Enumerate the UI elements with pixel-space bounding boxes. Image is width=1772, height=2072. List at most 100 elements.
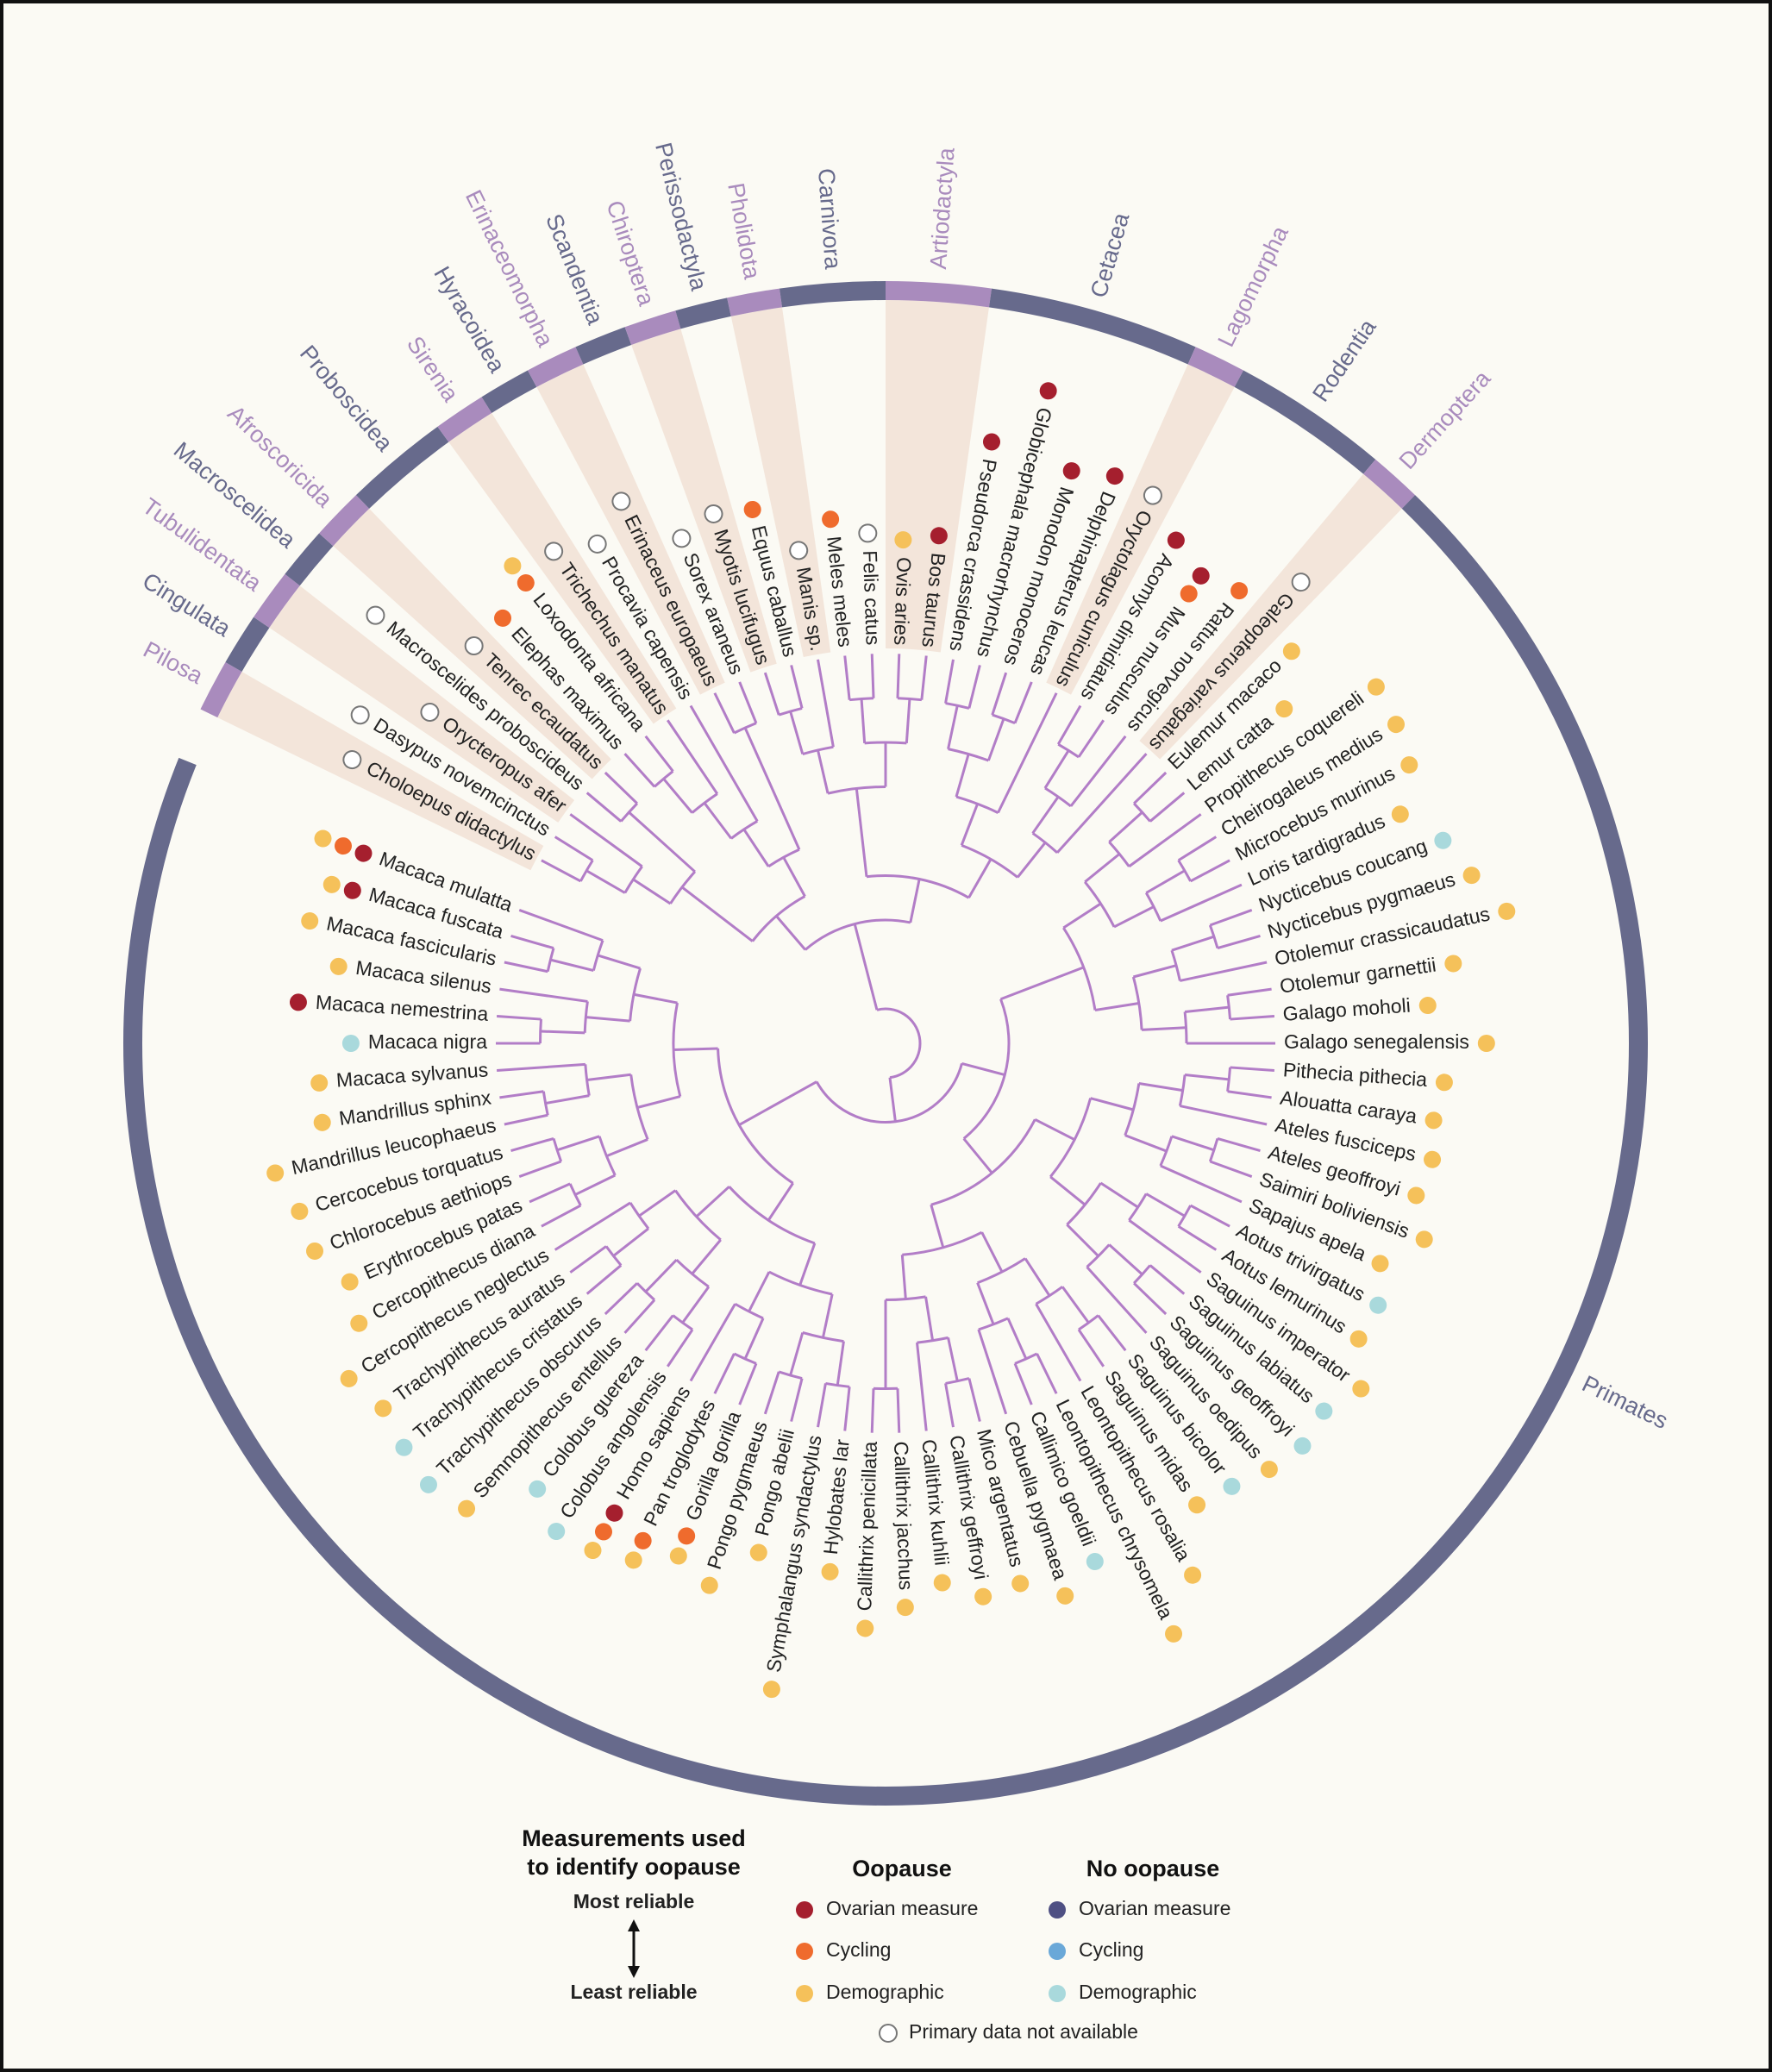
evidence-dot <box>594 1523 612 1541</box>
legend-label: Primary data not available <box>909 2020 1138 2043</box>
evidence-dot <box>322 875 341 893</box>
evidence-dot <box>1349 1330 1368 1348</box>
branch <box>782 856 806 898</box>
branch <box>673 1047 718 1052</box>
evidence-dot <box>529 1480 547 1498</box>
branch <box>586 1073 631 1082</box>
evidence-dot <box>306 1242 324 1260</box>
evidence-dot <box>1315 1402 1333 1420</box>
branch-arc <box>1124 1083 1141 1136</box>
branch <box>1230 1066 1275 1073</box>
branch <box>691 1238 722 1275</box>
branch-arc <box>897 697 923 702</box>
evidence-dot <box>1498 902 1516 920</box>
branch-arc <box>1226 995 1232 1020</box>
order-ring <box>481 370 537 414</box>
branch-arc <box>629 1074 649 1141</box>
order-ring <box>779 281 886 308</box>
branch-arc <box>848 697 874 702</box>
branch <box>1160 883 1243 923</box>
branch-arc <box>1183 1011 1188 1044</box>
evidence-dot <box>669 1547 687 1565</box>
branch-arc <box>1057 742 1080 759</box>
branch-arc <box>767 848 800 868</box>
branch <box>681 1286 711 1324</box>
evidence-dot <box>1260 1461 1278 1479</box>
order-ring <box>285 533 334 586</box>
branch <box>860 698 867 743</box>
branch <box>510 934 554 950</box>
evidence-dot <box>548 1523 566 1541</box>
order-ring <box>254 573 300 629</box>
branch <box>1133 771 1168 804</box>
branch <box>738 681 758 724</box>
legend-title: Oopause <box>852 1856 952 1881</box>
branch <box>644 1259 678 1293</box>
evidence-dot <box>341 1035 360 1052</box>
branch-arc <box>592 940 604 971</box>
evidence-dot <box>350 705 370 725</box>
evidence-dot <box>821 1562 839 1581</box>
branch <box>1128 813 1202 868</box>
shaded-wedge <box>730 307 831 658</box>
branch-arc <box>734 1302 764 1320</box>
branch <box>1177 1224 1218 1251</box>
branch-arc <box>583 1001 589 1033</box>
legend-text: Least reliable <box>570 1981 697 2003</box>
branch <box>1142 1026 1187 1031</box>
evidence-dot <box>584 1542 602 1560</box>
evidence-dot <box>1180 585 1198 603</box>
legend-dot <box>796 1901 813 1919</box>
branch-arc <box>620 802 638 823</box>
branch <box>1036 1353 1058 1394</box>
branch <box>967 665 981 709</box>
evidence-dot <box>749 1543 767 1562</box>
branch-arc <box>917 1336 949 1344</box>
branch <box>960 803 980 846</box>
evidence-dot <box>1418 997 1437 1015</box>
branch <box>1024 1257 1051 1297</box>
branch-arc <box>1108 841 1130 867</box>
order-ring <box>319 495 370 547</box>
branch <box>944 659 955 704</box>
legend: Measurements used to identify oopause Mo… <box>522 1825 1230 2043</box>
evidence-dot <box>1400 756 1418 774</box>
evidence-dot <box>1424 1111 1443 1130</box>
evidence-dot <box>1039 382 1057 400</box>
branch <box>738 1362 758 1405</box>
evidence-dot <box>366 605 385 625</box>
evidence-dot <box>1011 1574 1030 1593</box>
branch <box>789 710 805 754</box>
evidence-dot <box>1434 831 1452 849</box>
branch-arc <box>691 792 718 814</box>
branch-arc <box>962 998 1011 1140</box>
evidence-dot <box>374 1399 392 1418</box>
branch-arc <box>674 1189 722 1242</box>
branch <box>944 1383 955 1428</box>
branch-arc <box>733 722 757 735</box>
branch-arc <box>1208 924 1219 949</box>
branch <box>763 672 780 716</box>
legend-title: to identify oopause <box>527 1854 741 1880</box>
branch <box>1209 908 1253 927</box>
branch <box>1145 869 1186 894</box>
evidence-dot <box>1477 1035 1495 1052</box>
branch <box>499 987 588 1003</box>
branch <box>1132 964 1177 979</box>
branch <box>1094 1001 1140 1011</box>
branch <box>1090 1097 1134 1111</box>
branch-arc <box>539 1018 542 1044</box>
branch <box>790 665 804 709</box>
order-ring <box>988 288 1196 365</box>
branch <box>1077 719 1105 758</box>
branch-arc <box>1086 1243 1111 1268</box>
legend-text: Most reliable <box>573 1890 695 1912</box>
branch-arc <box>961 843 1019 879</box>
branch <box>496 1014 542 1021</box>
branch-arc <box>751 895 806 942</box>
branch <box>789 1332 805 1376</box>
branch <box>977 1329 1008 1415</box>
order-ring <box>885 281 992 308</box>
branch <box>556 1135 600 1152</box>
branch <box>504 1113 548 1126</box>
